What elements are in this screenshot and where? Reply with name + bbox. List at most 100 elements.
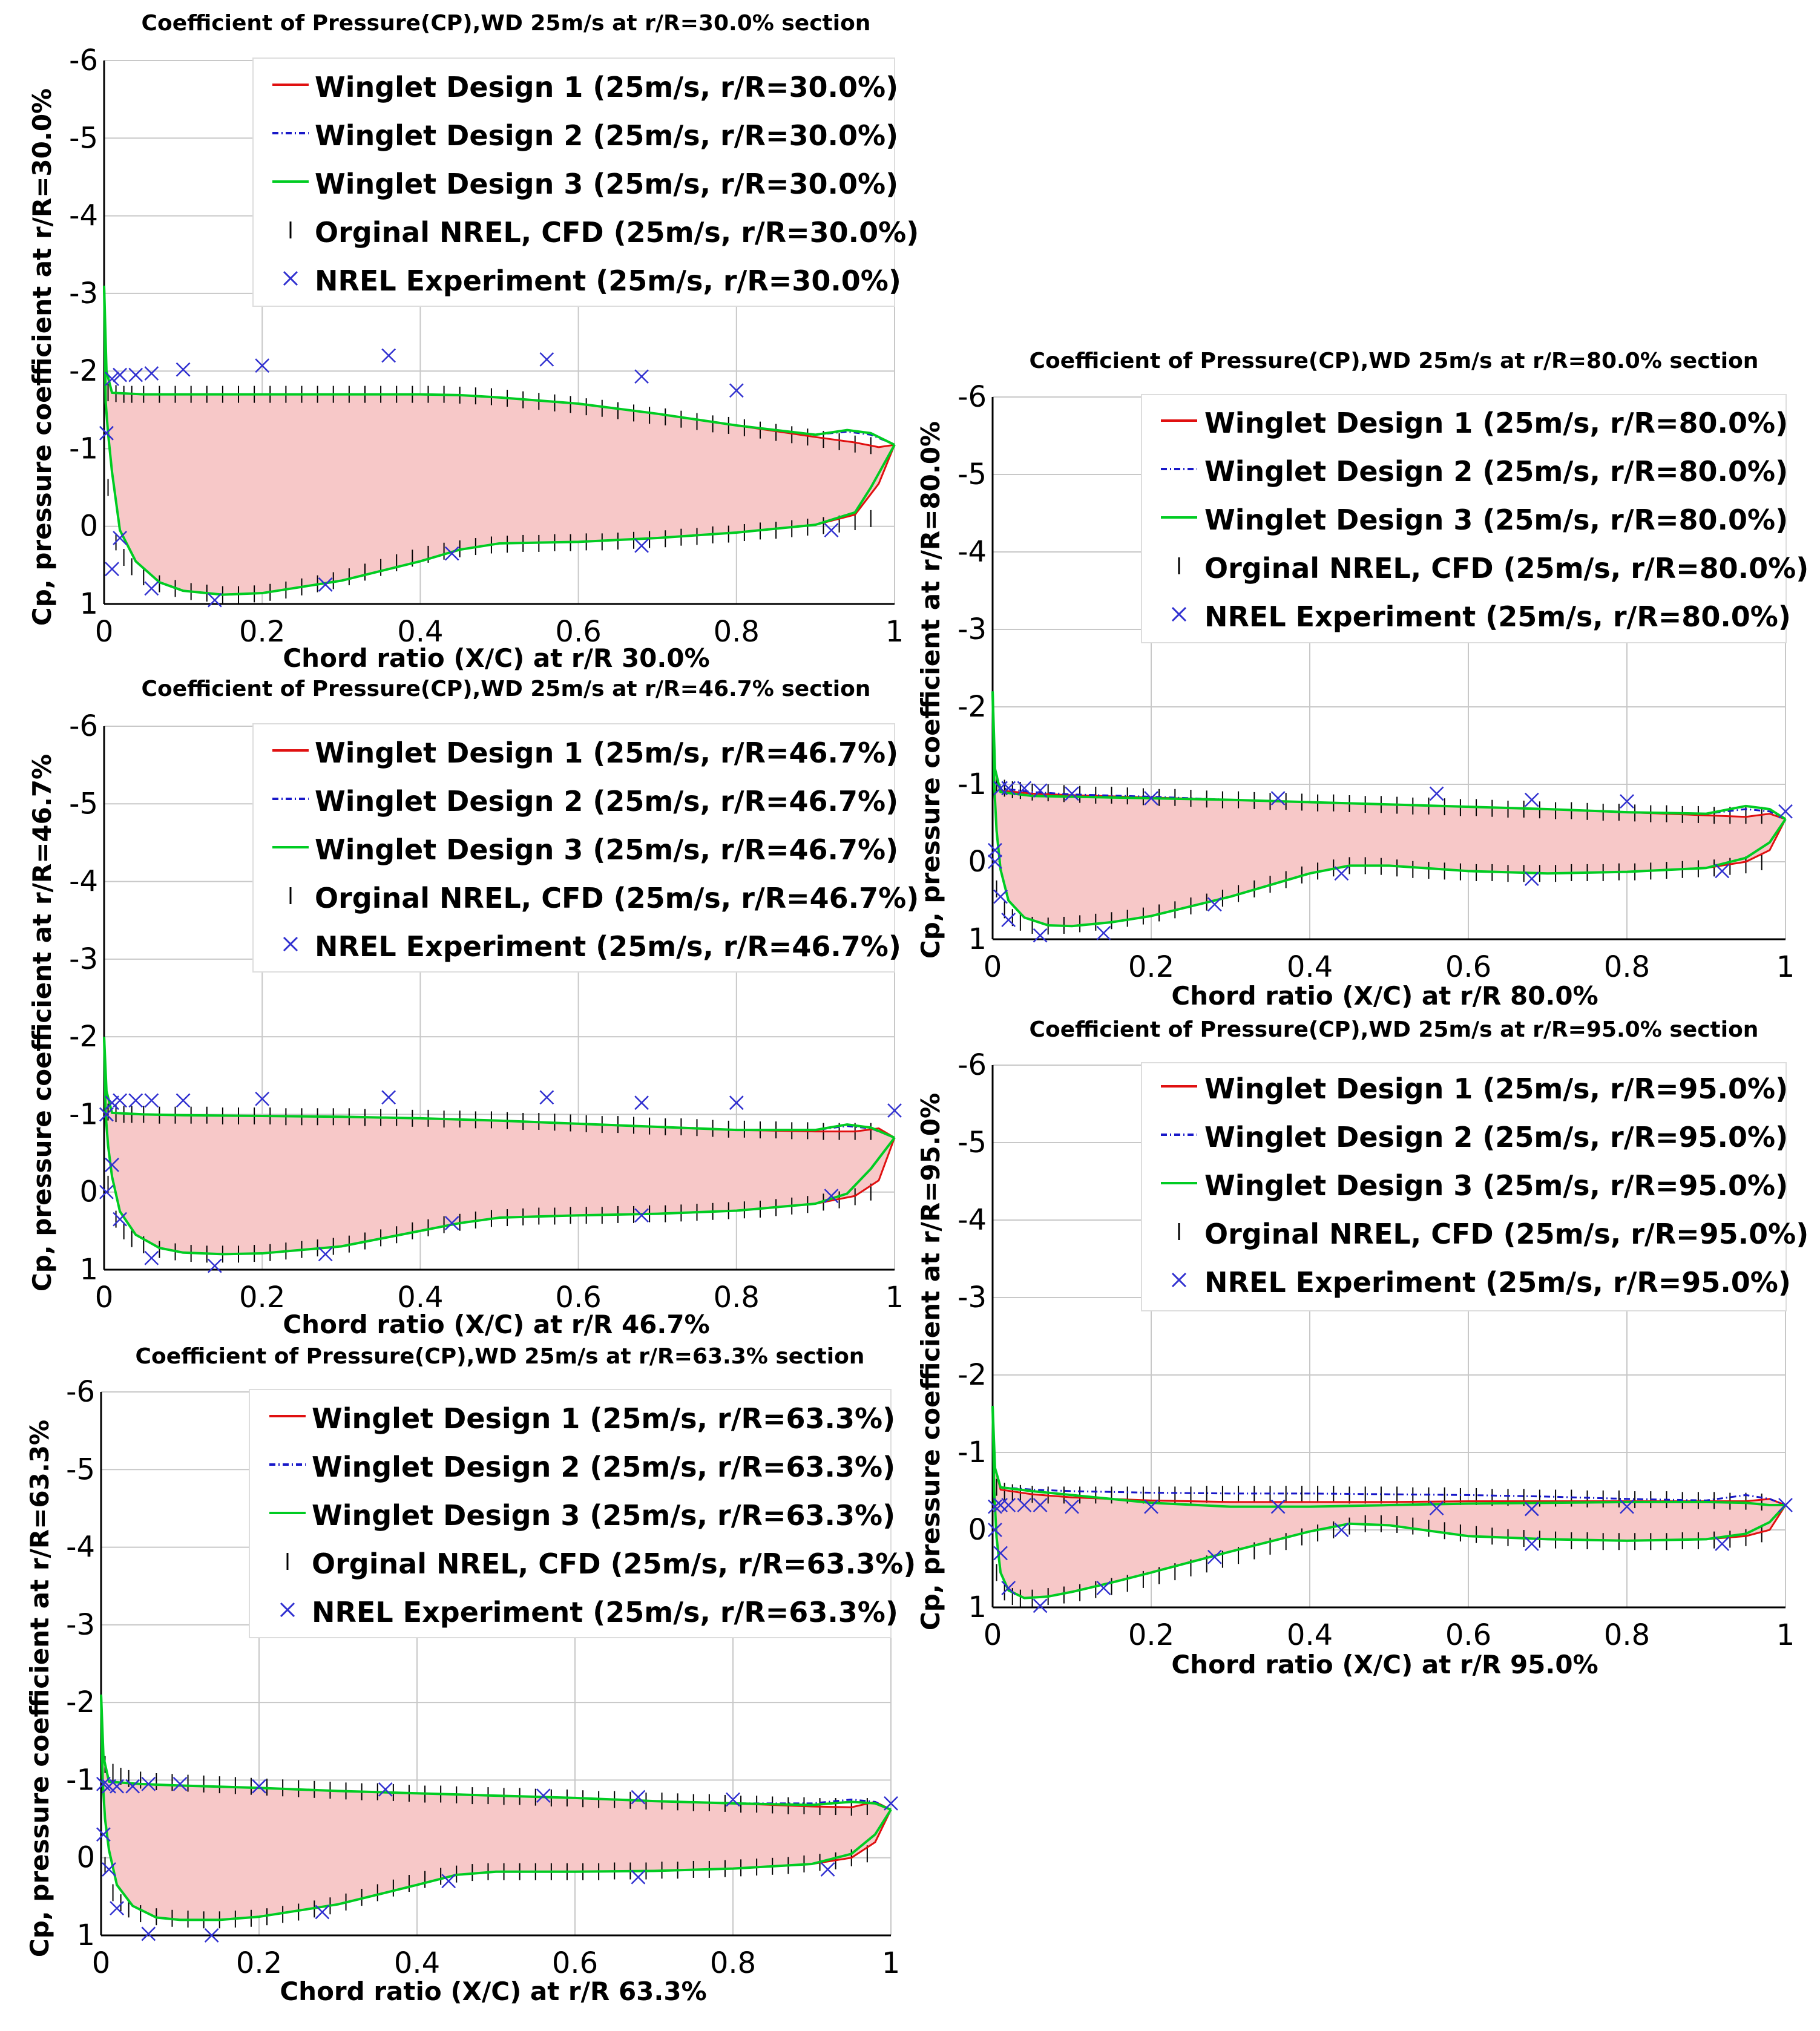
legend-label: Orginal NREL, CFD (25m/s, r/R=46.7%) (315, 882, 919, 914)
y-tick-label: -6 (69, 709, 98, 743)
y-tick-label: 0 (79, 510, 98, 543)
legend-label: NREL Experiment (25m/s, r/R=46.7%) (315, 930, 901, 963)
experiment-marker (110, 1779, 124, 1794)
legend-label: Winglet Design 3 (25m/s, r/R=46.7%) (315, 833, 898, 866)
legend-box (252, 723, 895, 973)
y-tick-label: -3 (66, 1608, 95, 1642)
y-tick-label: -1 (958, 767, 987, 801)
legend-label: Winglet Design 2 (25m/s, r/R=95.0%) (1204, 1121, 1788, 1153)
experiment-marker (176, 1093, 191, 1108)
y-tick-label: 0 (76, 1841, 95, 1875)
y-tick-label: -5 (66, 1452, 95, 1486)
design-3-lower-curve (103, 1037, 896, 1256)
legend-label: Winglet Design 3 (25m/s, r/R=95.0%) (1204, 1169, 1788, 1202)
y-tick-label: -1 (69, 1097, 98, 1131)
experiment-marker (141, 1926, 156, 1941)
experiment-marker (315, 1905, 330, 1920)
x-tick-label: 0 (984, 950, 1002, 984)
experiment-marker (255, 358, 270, 373)
experiment-marker (820, 1862, 835, 1877)
y-tick-label: -2 (69, 354, 98, 388)
y-tick-label: -2 (66, 1685, 95, 1719)
experiment-marker (102, 1862, 116, 1877)
legend: Winglet Design 1 (25m/s, r/R=30.0%) Wing… (252, 57, 919, 307)
x-axis-label: Chord ratio (X/C) at r/R 80.0% (1171, 981, 1598, 1011)
experiment-marker (1144, 1499, 1158, 1514)
experiment-marker (1715, 864, 1730, 879)
y-tick-label: -3 (958, 612, 987, 646)
experiment-marker (1524, 792, 1539, 807)
x-tick-label: 0.6 (555, 1281, 601, 1314)
experiment-marker (1065, 1499, 1079, 1514)
experiment-marker (1429, 1501, 1444, 1516)
experiment-marker (252, 1779, 266, 1794)
experiment-marker (1207, 897, 1222, 912)
plot-area: 0 0.2 0.4 0.6 0.8 110-1-2-3-4-5-6 (958, 380, 1795, 984)
legend-swatch-cross (283, 271, 298, 286)
y-tick-label: -2 (958, 690, 987, 724)
x-axis-label: Chord ratio (X/C) at r/R 95.0% (1171, 1650, 1598, 1679)
experiment-marker (318, 577, 333, 592)
experiment-marker (988, 1499, 1002, 1514)
experiment-marker (441, 1874, 456, 1889)
legend-label: Orginal NREL, CFD (25m/s, r/R=30.0%) (315, 216, 919, 249)
panel-63: 0 0.2 0.4 0.6 0.8 110-1-2-3-4-5-6 Coefficient… (25, 1344, 916, 2006)
experiment-marker (128, 1093, 143, 1108)
experiment-marker (1270, 1499, 1286, 1514)
experiment-marker (207, 1258, 222, 1273)
x-tick-label: 0.8 (714, 1281, 760, 1314)
x-tick-label: 1 (1776, 1618, 1795, 1652)
experiment-marker (729, 383, 744, 398)
x-tick-label: 0.6 (1445, 1618, 1491, 1652)
design-3-upper-curve (991, 1406, 1786, 1508)
experiment-marker (1033, 1498, 1048, 1512)
experiment-marker (110, 1901, 124, 1915)
design-3-lower-curve (991, 1406, 1787, 1600)
experiment-marker (99, 425, 114, 441)
experiment-marker (1033, 783, 1048, 798)
experiment-marker (1207, 1549, 1222, 1564)
y-axis-label: Cp, pressure coefficient at r/R=63.3% (25, 1420, 54, 1957)
x-tick-label: 0.2 (1128, 950, 1174, 984)
design-3-upper-curve (100, 1695, 892, 1811)
y-tick-label: 1 (79, 1253, 98, 1287)
experiment-marker (128, 367, 143, 382)
y-axis-label: Cp, pressure coefficient at r/R=80.0% (916, 421, 945, 959)
experiment-marker (1001, 1498, 1016, 1512)
plot-area: 0 0.2 0.4 0.6 0.8 110-1-2-3-4-5-6 (66, 1375, 900, 1980)
legend-label: Winglet Design 1 (25m/s, r/R=30.0%) (315, 71, 898, 103)
experiment-marker (1334, 866, 1349, 881)
legend-label: Orginal NREL, CFD (25m/s, r/R=95.0%) (1204, 1218, 1809, 1250)
y-tick-label: -4 (958, 1203, 987, 1237)
y-tick-label: -2 (69, 1020, 98, 1054)
legend: Winglet Design 1 (25m/s, r/R=95.0%) Wing… (1141, 1062, 1809, 1311)
experiment-marker (536, 1788, 551, 1803)
x-tick-label: 0.4 (397, 615, 443, 649)
experiment-marker (381, 348, 396, 363)
panel-80: 0 0.2 0.4 0.6 0.8 110-1-2-3-4-5-6 Coefficient… (916, 349, 1809, 1011)
experiment-marker (884, 1796, 898, 1811)
legend-box (249, 1389, 892, 1638)
experiment-marker (105, 372, 119, 386)
legend-label: Winglet Design 1 (25m/s, r/R=95.0%) (1204, 1072, 1788, 1105)
experiment-marker (1524, 871, 1539, 887)
panel-title: Coefficient of Pressure(CP),WD 25m/s at … (142, 677, 871, 701)
y-axis-label: Cp, pressure coefficient at r/R=95.0% (916, 1093, 945, 1630)
legend-box (1141, 394, 1787, 643)
experiment-marker (1033, 1598, 1048, 1613)
x-tick-label: 0.2 (239, 1281, 285, 1314)
experiment-marker (378, 1782, 393, 1797)
experiment-marker (988, 855, 1002, 869)
x-axis-label: Chord ratio (X/C) at r/R 46.7% (283, 1310, 709, 1339)
design-3-upper-curve (103, 1037, 895, 1139)
experiment-marker (729, 1095, 744, 1111)
legend-box (1141, 1062, 1787, 1311)
x-axis-label: Chord ratio (X/C) at r/R 30.0% (283, 643, 709, 673)
x-tick-label: 0 (92, 1946, 111, 1980)
experiment-marker (1270, 791, 1286, 806)
legend-swatch-cross (280, 1602, 295, 1618)
legend-label: NREL Experiment (25m/s, r/R=63.3%) (312, 1596, 898, 1629)
y-tick-label: -6 (958, 380, 987, 414)
experiment-marker (634, 1208, 649, 1223)
y-tick-label: -3 (958, 1281, 987, 1314)
